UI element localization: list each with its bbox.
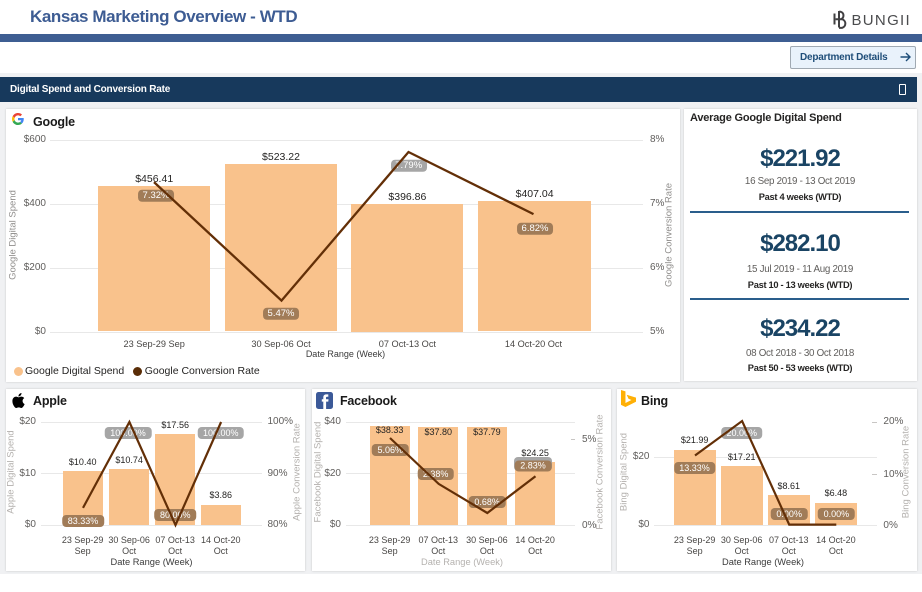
svg-text:BUNGII: BUNGII (852, 12, 911, 29)
